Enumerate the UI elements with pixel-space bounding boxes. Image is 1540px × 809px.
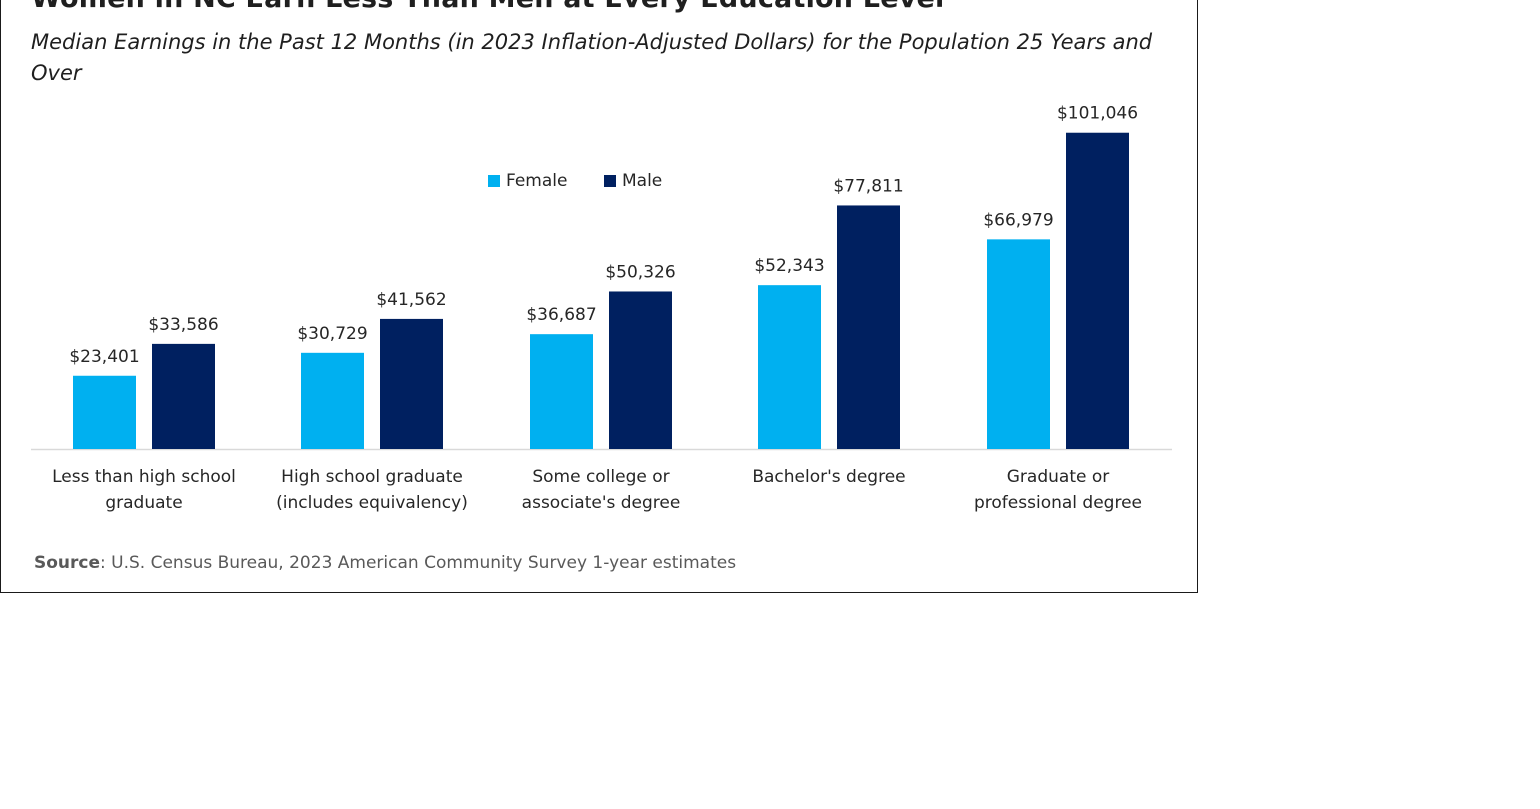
legend-swatch-male [604, 175, 616, 187]
bar-female [987, 239, 1050, 449]
category-label: (includes equivalency) [276, 493, 468, 513]
data-label-female: $30,729 [297, 324, 367, 344]
bar-female [530, 334, 593, 449]
category-label: Less than high school [52, 467, 236, 487]
bar-female [758, 285, 821, 449]
legend-swatch-female [488, 175, 500, 187]
bar-male [1066, 132, 1129, 449]
category-label: associate's degree [522, 493, 681, 513]
data-label-female: $52,343 [754, 256, 824, 276]
bar-female [301, 352, 364, 449]
legend-label-male: Male [622, 171, 662, 191]
category-label: Some college or [532, 467, 669, 487]
data-label-male: $77,811 [833, 176, 903, 196]
category-label: Graduate or [1007, 467, 1109, 487]
category-label: professional degree [974, 493, 1142, 513]
data-label-male: $101,046 [1057, 104, 1138, 124]
chart-subtitle: Median Earnings in the Past 12 Months (i… [31, 30, 1153, 85]
data-label-female: $23,401 [69, 347, 139, 367]
data-label-male: $33,586 [148, 315, 218, 335]
source-label: Source [34, 553, 101, 573]
data-label-male: $41,562 [376, 290, 446, 310]
category-label: High school graduate [281, 467, 463, 487]
data-label-male: $50,326 [605, 262, 675, 282]
chart-title: Women in NC Earn Less Than Men at Every … [31, 0, 945, 14]
bar-male [837, 205, 900, 449]
bar-male [152, 343, 215, 449]
source-text: : U.S. Census Bureau, 2023 American Comm… [100, 553, 737, 573]
legend-label-female: Female [506, 171, 567, 191]
data-label-female: $36,687 [526, 305, 596, 325]
source-note: Source: U.S. Census Bureau, 2023 America… [34, 553, 736, 573]
bar-female [73, 375, 136, 449]
bar-chart: $23,401 $30,729 $36,687 $52,343 $66,979 $33,5… [31, 104, 1172, 513]
chart-frame: Women in NC Earn Less Than Men at Every … [0, 0, 1198, 593]
category-label: graduate [105, 493, 182, 513]
bar-male [380, 318, 443, 449]
category-label: Bachelor's degree [752, 467, 905, 487]
bar-male [609, 291, 672, 449]
data-label-female: $66,979 [983, 210, 1053, 230]
